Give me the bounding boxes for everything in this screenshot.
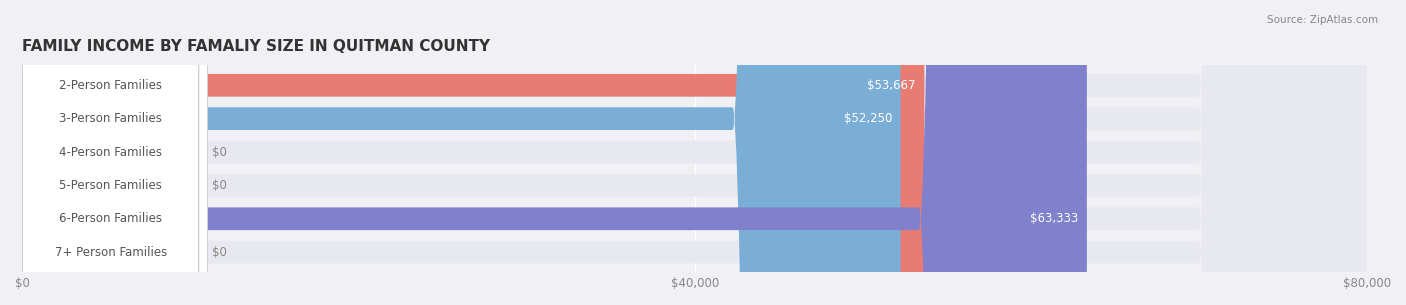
FancyBboxPatch shape — [22, 0, 1367, 305]
Text: 3-Person Families: 3-Person Families — [59, 112, 162, 125]
FancyBboxPatch shape — [14, 0, 207, 305]
FancyBboxPatch shape — [22, 0, 924, 305]
Text: $53,667: $53,667 — [868, 79, 915, 92]
Text: FAMILY INCOME BY FAMALIY SIZE IN QUITMAN COUNTY: FAMILY INCOME BY FAMALIY SIZE IN QUITMAN… — [22, 39, 491, 54]
Text: $0: $0 — [212, 145, 228, 159]
FancyBboxPatch shape — [22, 0, 1087, 305]
FancyBboxPatch shape — [22, 0, 1367, 305]
Text: Source: ZipAtlas.com: Source: ZipAtlas.com — [1267, 15, 1378, 25]
Text: $0: $0 — [212, 179, 228, 192]
Text: $0: $0 — [212, 246, 228, 259]
FancyBboxPatch shape — [22, 0, 901, 305]
FancyBboxPatch shape — [14, 0, 207, 305]
Text: 6-Person Families: 6-Person Families — [59, 212, 162, 225]
FancyBboxPatch shape — [14, 0, 207, 305]
Text: 4-Person Families: 4-Person Families — [59, 145, 162, 159]
FancyBboxPatch shape — [22, 0, 1367, 305]
FancyBboxPatch shape — [14, 0, 207, 305]
FancyBboxPatch shape — [22, 0, 1367, 305]
Text: $63,333: $63,333 — [1031, 212, 1078, 225]
FancyBboxPatch shape — [14, 0, 207, 305]
Text: 5-Person Families: 5-Person Families — [59, 179, 162, 192]
Text: 7+ Person Families: 7+ Person Families — [55, 246, 167, 259]
Text: $52,250: $52,250 — [844, 112, 893, 125]
Text: 2-Person Families: 2-Person Families — [59, 79, 162, 92]
FancyBboxPatch shape — [14, 0, 207, 305]
FancyBboxPatch shape — [22, 0, 1367, 305]
FancyBboxPatch shape — [22, 0, 1367, 305]
